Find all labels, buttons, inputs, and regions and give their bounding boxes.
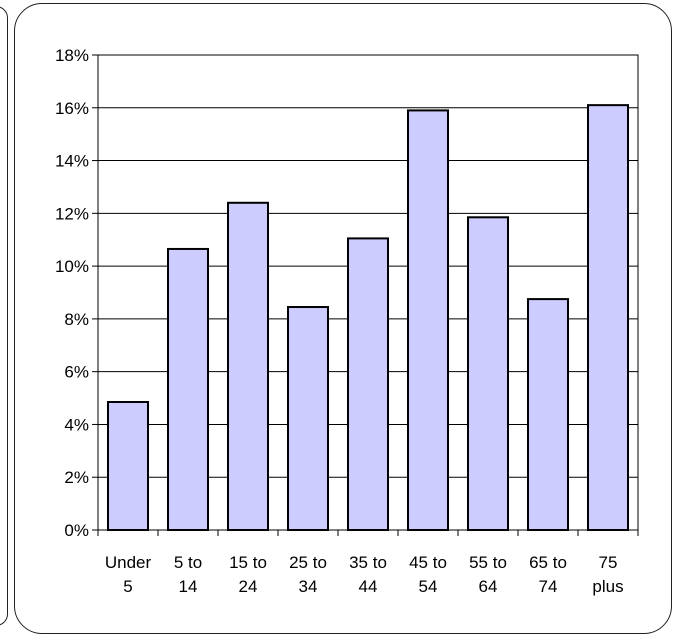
x-tick-label-line: 74	[539, 577, 558, 596]
bar	[347, 237, 389, 531]
y-tick-label: 0%	[64, 521, 89, 540]
y-tick-label: 12%	[55, 204, 89, 223]
bar	[407, 109, 449, 532]
x-tick-label: 25 to 34	[289, 553, 327, 596]
y-tick-label: 2%	[64, 468, 89, 487]
bar	[167, 247, 209, 531]
x-tick-label-line: 25 to	[289, 553, 327, 572]
y-tick-label: 6%	[64, 363, 89, 382]
x-tick-label-line: 5	[123, 577, 132, 596]
x-tick-label-line: Under	[105, 553, 152, 572]
y-tick-label: 14%	[55, 152, 89, 171]
x-tick-label: 35 to 44	[349, 553, 387, 596]
x-tick-label-line: 65 to	[529, 553, 567, 572]
x-tick-label-line: 24	[239, 577, 258, 596]
bar	[587, 104, 629, 531]
x-tick-label-line: 75	[599, 553, 618, 572]
x-tick-label: 5 to 14	[174, 553, 202, 596]
x-tick-label-line: 45 to	[409, 553, 447, 572]
x-tick-label-line: 34	[299, 577, 318, 596]
bar	[227, 201, 269, 531]
x-tick-label: 75 plus	[592, 553, 623, 596]
bar	[287, 306, 329, 531]
x-tick-label: Under 5	[105, 553, 152, 596]
x-tick-label-line: 64	[479, 577, 498, 596]
y-tick-label: 4%	[64, 415, 89, 434]
y-tick-label: 18%	[55, 46, 89, 65]
bar	[107, 401, 149, 531]
x-tick-label-line: 14	[179, 577, 198, 596]
bar	[527, 298, 569, 531]
y-tick-label: 16%	[55, 99, 89, 118]
y-tick-label: 10%	[55, 257, 89, 276]
bars	[107, 104, 629, 532]
x-tick-label-line: 15 to	[229, 553, 267, 572]
axes	[92, 54, 639, 536]
x-tick-label-line: 35 to	[349, 553, 387, 572]
y-tick-label: 8%	[64, 310, 89, 329]
y-tick-labels: 0% 2% 4% 6% 8% 10% 12% 14% 16% 18%	[55, 46, 89, 540]
plot-area-border	[97, 54, 639, 531]
x-tick-label: 15 to 24	[229, 553, 267, 596]
bar	[467, 216, 509, 532]
x-tick-label: 65 to 74	[529, 553, 567, 596]
x-tick-label: 55 to 64	[469, 553, 507, 596]
x-tick-label-line: 55 to	[469, 553, 507, 572]
x-tick-label-line: plus	[592, 577, 623, 596]
x-tick-label-line: 5 to	[174, 553, 202, 572]
x-tick-label: 45 to 54	[409, 553, 447, 596]
x-tick-label-line: 54	[419, 577, 438, 596]
x-tick-label-line: 44	[359, 577, 378, 596]
